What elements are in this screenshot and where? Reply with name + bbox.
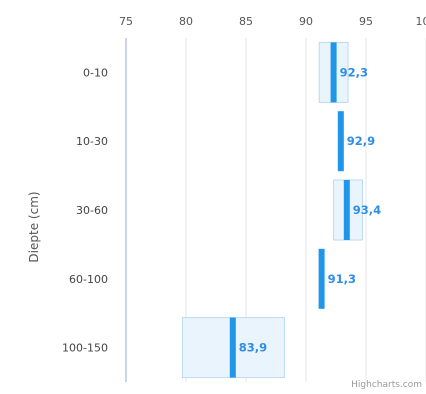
- data-label: 91,3: [328, 272, 356, 286]
- grid-lines: [125, 38, 426, 382]
- category-label: 60-100: [69, 273, 108, 286]
- data-labels: 92,3 92,9 93,4 91,3 83,9: [239, 65, 381, 354]
- value-bar[interactable]: [343, 180, 350, 240]
- x-tick-label: 75: [119, 15, 133, 28]
- x-tick-label: 90: [299, 15, 313, 28]
- x-tick-label: 85: [239, 15, 253, 28]
- data-label: 93,4: [353, 203, 381, 217]
- x-tick-label: 80: [179, 15, 193, 28]
- data-label: 92,3: [340, 65, 368, 79]
- y-axis-title: Diepte (cm): [27, 191, 41, 262]
- value-bar[interactable]: [229, 317, 236, 378]
- value-bar[interactable]: [330, 42, 337, 103]
- data-label: 92,9: [347, 134, 375, 148]
- value-bar[interactable]: [318, 248, 325, 309]
- data-label: 83,9: [239, 341, 267, 355]
- category-label: 0-10: [83, 66, 108, 79]
- value-bars: [229, 42, 350, 378]
- category-label: 100-150: [62, 342, 108, 355]
- y-axis-categories: 0-10 10-30 30-60 60-100 100-150: [62, 66, 108, 354]
- category-label: 10-30: [76, 135, 108, 148]
- x-tick-label: 100: [416, 15, 426, 28]
- credits-link[interactable]: Highcharts.com: [351, 380, 422, 390]
- x-tick-label: 95: [359, 15, 373, 28]
- x-axis-ticks: 75 80 85 90 95 100: [119, 15, 426, 28]
- value-bar[interactable]: [337, 111, 344, 172]
- category-label: 30-60: [76, 204, 108, 217]
